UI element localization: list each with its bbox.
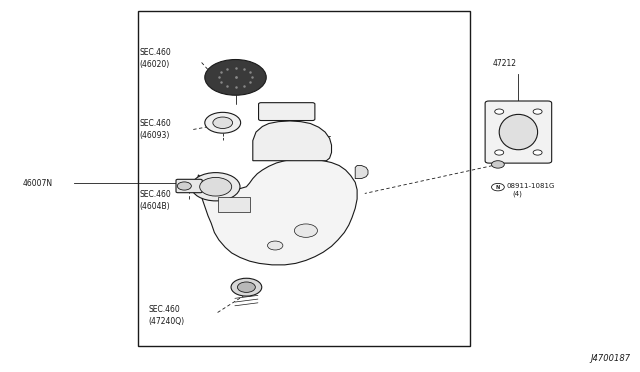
Circle shape xyxy=(495,150,504,155)
Text: SEC.460
(4604B): SEC.460 (4604B) xyxy=(140,190,172,211)
Text: SEC.460
(47240Q): SEC.460 (47240Q) xyxy=(148,305,184,326)
Circle shape xyxy=(492,161,504,168)
Polygon shape xyxy=(355,166,368,179)
Circle shape xyxy=(177,182,191,190)
Text: SEC.460
(46093): SEC.460 (46093) xyxy=(140,119,172,140)
Text: J4700187: J4700187 xyxy=(590,354,630,363)
Polygon shape xyxy=(253,121,332,161)
Ellipse shape xyxy=(499,115,538,150)
FancyBboxPatch shape xyxy=(176,179,202,193)
Circle shape xyxy=(533,150,542,155)
Text: SEC.460
(46020): SEC.460 (46020) xyxy=(140,48,172,69)
Text: 08911-1081G: 08911-1081G xyxy=(506,183,555,189)
Circle shape xyxy=(191,173,240,201)
Bar xyxy=(138,11,470,346)
Text: (4): (4) xyxy=(512,190,522,197)
FancyBboxPatch shape xyxy=(485,101,552,163)
Circle shape xyxy=(495,109,504,114)
Circle shape xyxy=(533,109,542,114)
Text: N: N xyxy=(496,185,500,190)
Polygon shape xyxy=(197,159,357,265)
Circle shape xyxy=(237,282,255,292)
Circle shape xyxy=(200,177,232,196)
Bar xyxy=(218,197,250,212)
FancyBboxPatch shape xyxy=(259,103,315,121)
Circle shape xyxy=(205,60,266,95)
Circle shape xyxy=(205,112,241,133)
Circle shape xyxy=(294,224,317,237)
Circle shape xyxy=(213,117,232,128)
Circle shape xyxy=(268,241,283,250)
Circle shape xyxy=(231,278,262,296)
Text: 47212: 47212 xyxy=(493,59,517,68)
Text: 46007N: 46007N xyxy=(22,179,52,187)
